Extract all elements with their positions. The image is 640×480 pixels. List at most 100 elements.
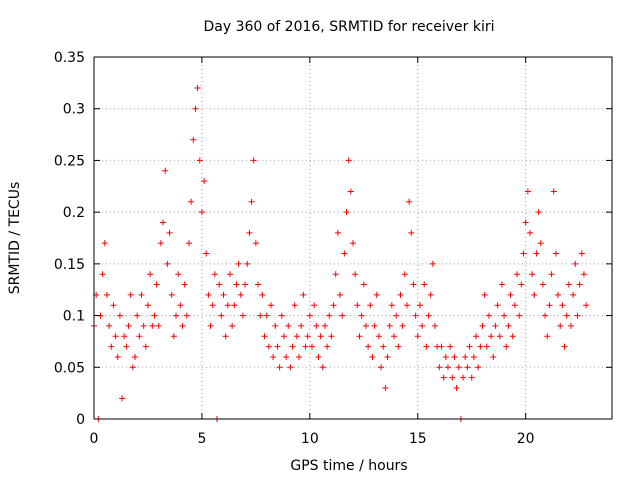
- data-point: [185, 240, 192, 247]
- data-point: [550, 188, 557, 195]
- data-point: [378, 364, 385, 371]
- data-point: [501, 312, 508, 319]
- data-point: [121, 333, 128, 340]
- data-point: [352, 271, 359, 278]
- x-tick-label: 15: [409, 431, 427, 447]
- data-point: [209, 302, 216, 309]
- data-point: [555, 291, 562, 298]
- data-point: [216, 281, 223, 288]
- data-point: [475, 364, 482, 371]
- data-point: [514, 271, 521, 278]
- data-point: [317, 333, 324, 340]
- data-point: [198, 209, 205, 216]
- data-point: [410, 281, 417, 288]
- data-point: [432, 322, 439, 329]
- data-point: [546, 302, 553, 309]
- data-point: [285, 322, 292, 329]
- data-point: [399, 322, 406, 329]
- data-point: [473, 333, 480, 340]
- data-point: [535, 209, 542, 216]
- data-point: [557, 322, 564, 329]
- data-point: [267, 302, 274, 309]
- data-point: [252, 240, 259, 247]
- data-point: [367, 302, 374, 309]
- data-point: [116, 312, 123, 319]
- y-tick-label: 0.15: [54, 257, 85, 273]
- data-point: [127, 291, 134, 298]
- data-point: [447, 343, 454, 350]
- data-point: [298, 322, 305, 329]
- data-point: [365, 343, 372, 350]
- data-point: [248, 198, 255, 205]
- data-point: [580, 271, 587, 278]
- data-point: [192, 105, 199, 112]
- data-point: [408, 229, 415, 236]
- data-point: [255, 281, 262, 288]
- data-point: [339, 312, 346, 319]
- data-point: [166, 229, 173, 236]
- y-tick-label: 0: [76, 412, 85, 428]
- data-point: [112, 333, 119, 340]
- data-point: [341, 250, 348, 257]
- data-point: [498, 281, 505, 288]
- data-point: [539, 281, 546, 288]
- data-point: [220, 291, 227, 298]
- data-point: [436, 364, 443, 371]
- data-point: [442, 353, 449, 360]
- plot-frame: [93, 56, 613, 420]
- data-point: [373, 291, 380, 298]
- data-point: [427, 291, 434, 298]
- data-point: [507, 291, 514, 298]
- data-point: [397, 291, 404, 298]
- data-point: [125, 322, 132, 329]
- data-point: [257, 312, 264, 319]
- data-point: [246, 229, 253, 236]
- data-point: [337, 291, 344, 298]
- data-point: [308, 343, 315, 350]
- data-point: [425, 312, 432, 319]
- data-point: [144, 302, 151, 309]
- data-point: [164, 260, 171, 267]
- data-point: [207, 322, 214, 329]
- data-point: [224, 302, 231, 309]
- data-point: [455, 364, 462, 371]
- data-point: [265, 343, 272, 350]
- data-point: [531, 291, 538, 298]
- data-point: [356, 333, 363, 340]
- data-point: [350, 240, 356, 247]
- data-point: [382, 384, 389, 391]
- data-point: [542, 312, 549, 319]
- data-point: [280, 333, 287, 340]
- data-point: [388, 302, 395, 309]
- data-point: [306, 312, 313, 319]
- data-point: [291, 302, 298, 309]
- data-point: [522, 219, 529, 226]
- data-point: [233, 281, 240, 288]
- data-point: [177, 302, 184, 309]
- data-point: [406, 198, 413, 205]
- data-point: [263, 312, 270, 319]
- data-point: [483, 343, 490, 350]
- data-point: [242, 281, 249, 288]
- data-point: [173, 312, 180, 319]
- data-point: [479, 322, 486, 329]
- data-point: [313, 322, 320, 329]
- data-point: [362, 322, 369, 329]
- data-point: [578, 250, 585, 257]
- data-point: [315, 353, 322, 360]
- data-point: [119, 395, 126, 402]
- x-tick-label: 0: [90, 431, 99, 447]
- data-point: [423, 343, 430, 350]
- data-point: [460, 374, 467, 381]
- data-point: [343, 209, 350, 216]
- data-point: [296, 353, 303, 360]
- data-point: [259, 291, 266, 298]
- data-point: [194, 85, 201, 92]
- x-tick-label: 20: [517, 431, 535, 447]
- data-point: [244, 260, 251, 267]
- data-point: [179, 322, 186, 329]
- data-point: [401, 271, 408, 278]
- data-point: [552, 250, 559, 257]
- data-point: [429, 260, 436, 267]
